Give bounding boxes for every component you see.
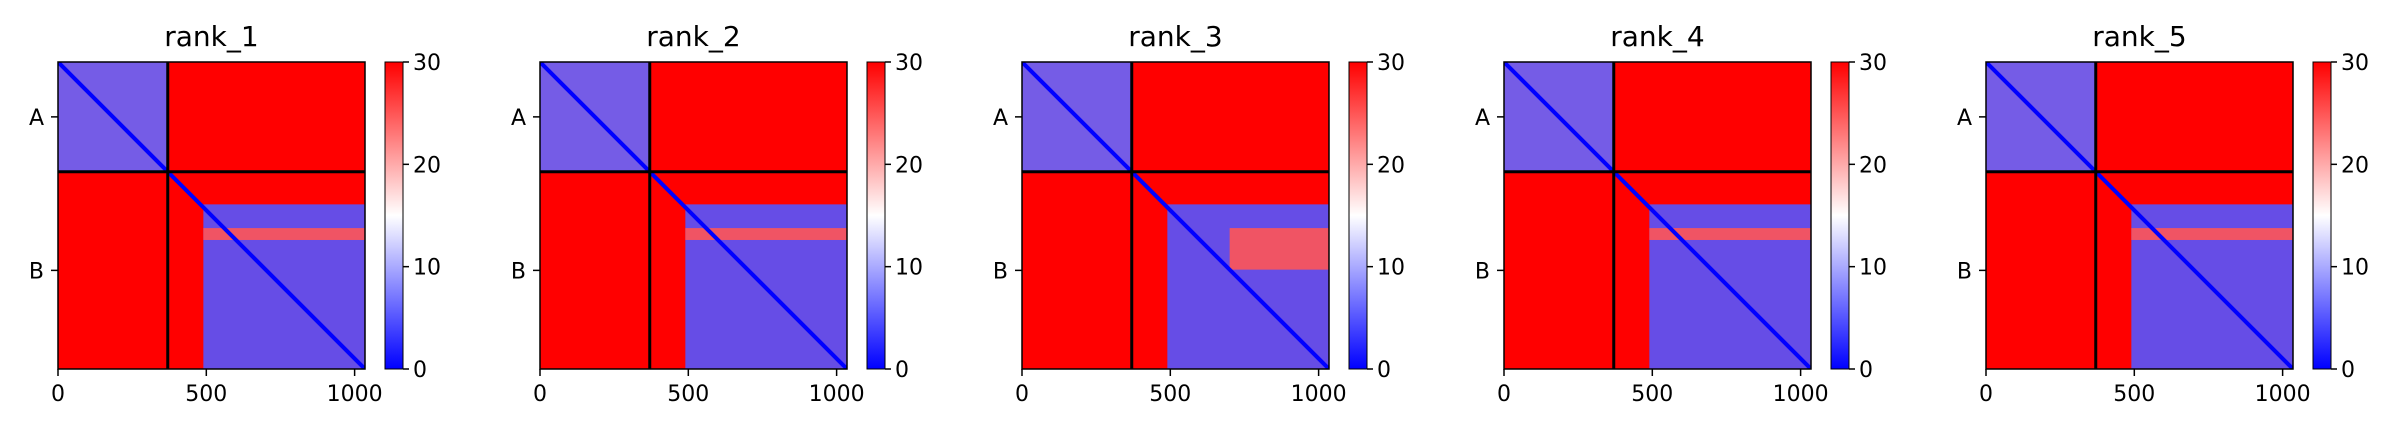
panel-rank_1: rank_1 0 500 1000 A B 0 10 20 30 — [29, 20, 441, 407]
colorbar-tick-label: 20 — [413, 153, 441, 178]
colorbar-tick-label: 10 — [2341, 256, 2369, 281]
y-tick-label: B — [1475, 259, 1490, 284]
x-tick-label: 0 — [533, 382, 547, 407]
y-tick-label: A — [993, 106, 1008, 131]
heatmap — [58, 62, 365, 369]
x-tick-label: 0 — [1497, 382, 1511, 407]
colorbar — [866, 61, 886, 370]
panel-rank_3: rank_3 0 500 1000 A B 0 10 20 30 — [993, 20, 1405, 407]
y-tick-label: A — [511, 106, 526, 131]
heatmap-region — [1649, 228, 1811, 240]
panel-title: rank_5 — [2092, 20, 2186, 53]
x-tick-label: 500 — [185, 382, 227, 407]
x-tick-label: 0 — [1979, 382, 1993, 407]
colorbar-tick-label: 20 — [1859, 153, 1887, 178]
x-tick-label: 500 — [667, 382, 709, 407]
heatmap-diagonal — [1022, 62, 1329, 369]
colorbar-tick-label: 30 — [895, 51, 923, 76]
colorbar-tick-label: 0 — [2341, 358, 2355, 383]
colorbar-tick-label: 20 — [2341, 153, 2369, 178]
y-tick-label: B — [511, 259, 526, 284]
panel-title: rank_2 — [646, 20, 740, 53]
x-tick-label: 0 — [51, 382, 65, 407]
colorbar — [1348, 61, 1368, 370]
colorbar-tick-label: 30 — [413, 51, 441, 76]
plot-frame — [57, 61, 366, 370]
x-tick-label: 500 — [1631, 382, 1673, 407]
colorbar — [1830, 61, 1850, 370]
colorbar-tick-label: 0 — [413, 358, 427, 383]
heatmap-region — [1229, 228, 1329, 270]
x-tick-label: 1000 — [327, 382, 383, 407]
heatmap-diagonal — [1986, 62, 2293, 369]
plot-frame — [539, 61, 848, 370]
heatmap-region — [2131, 228, 2293, 240]
panel-title: rank_4 — [1610, 20, 1704, 53]
y-tick-label: B — [29, 259, 44, 284]
heatmap — [1986, 62, 2293, 369]
panel-title: rank_1 — [164, 20, 258, 53]
heatmap-diagonal — [1504, 62, 1811, 369]
y-tick-label: A — [29, 106, 44, 131]
colorbar — [384, 61, 404, 370]
colorbar-tick-label: 20 — [1377, 153, 1405, 178]
colorbar-tick-label: 0 — [895, 358, 909, 383]
heatmap-region — [203, 228, 365, 240]
panel-rank_2: rank_2 0 500 1000 A B 0 10 20 30 — [511, 20, 923, 407]
x-tick-label: 1000 — [809, 382, 865, 407]
plot-frame — [1985, 61, 2294, 370]
y-tick-label: B — [1957, 259, 1972, 284]
heatmap-diagonal — [58, 62, 365, 369]
y-tick-label: A — [1957, 106, 1972, 131]
colorbar-tick-label: 30 — [1859, 51, 1887, 76]
colorbar-tick-label: 30 — [1377, 51, 1405, 76]
panel-rank_4: rank_4 0 500 1000 A B 0 10 20 30 — [1475, 20, 1887, 407]
colorbar — [2312, 61, 2332, 370]
x-tick-label: 1000 — [1291, 382, 1347, 407]
colorbar-tick-label: 10 — [413, 256, 441, 281]
heatmap-region — [685, 228, 847, 240]
heatmap-diagonal — [540, 62, 847, 369]
colorbar-tick-label: 10 — [1377, 256, 1405, 281]
colorbar-tick-label: 10 — [1859, 256, 1887, 281]
y-tick-label: A — [1475, 106, 1490, 131]
x-tick-label: 1000 — [2255, 382, 2311, 407]
x-tick-label: 500 — [1149, 382, 1191, 407]
panel-title: rank_3 — [1128, 20, 1222, 53]
plot-frame — [1021, 61, 1330, 370]
colorbar-tick-label: 0 — [1377, 358, 1391, 383]
heatmap — [1504, 62, 1811, 369]
heatmap — [540, 62, 847, 369]
plot-frame — [1503, 61, 1812, 370]
colorbar-tick-label: 10 — [895, 256, 923, 281]
colorbar-tick-label: 30 — [2341, 51, 2369, 76]
x-tick-label: 1000 — [1773, 382, 1829, 407]
x-tick-label: 0 — [1015, 382, 1029, 407]
heatmap — [1022, 62, 1329, 369]
colorbar-tick-label: 0 — [1859, 358, 1873, 383]
y-tick-label: B — [993, 259, 1008, 284]
x-tick-label: 500 — [2113, 382, 2155, 407]
colorbar-tick-label: 20 — [895, 153, 923, 178]
panel-rank_5: rank_5 0 500 1000 A B 0 10 20 30 — [1957, 20, 2369, 407]
